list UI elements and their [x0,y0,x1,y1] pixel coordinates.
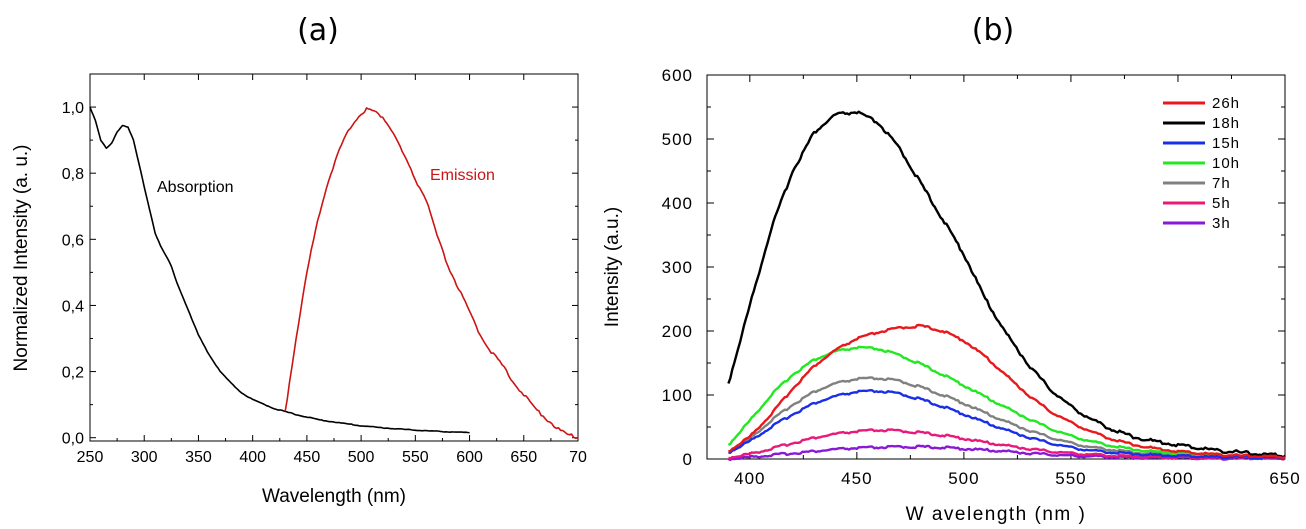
y-tick-label-b: 400 [662,194,693,213]
x-tick-label-a: 450 [294,449,321,466]
y-tick-label-b: 0 [683,450,693,469]
y-tick-label-b: 500 [662,130,693,149]
y-axis-title-a: Normalized Intensity (a. u.) [11,144,32,371]
x-tick-label-b: 450 [841,469,872,488]
panel-a: (a) 250 300 350 400 450 500 550 600 650 70 0,0 0,2… [11,13,587,507]
series-line-absorption [89,106,470,434]
series-line-5h [727,428,1286,461]
series-line-26h [728,323,1286,460]
legend-b: 26h 18h 15h 10h 7h 5h 3h [1163,95,1240,232]
series-line-10h [727,345,1286,460]
series-line-15h [728,389,1286,460]
legend-label-3h: 3h [1212,215,1231,232]
y-tick-label-a: 0,2 [62,365,84,382]
series-line-emission [284,107,579,440]
y-axis-a: 0,0 0,2 0,4 0,6 0,8 1,0 [62,73,578,448]
y-tick-label-a: 1,0 [62,100,84,117]
plot-area-a [89,73,579,442]
y-axis-b: 0 100 200 300 400 500 600 [662,66,1285,469]
series-line-18h [727,110,1286,459]
legend-label-15h: 15h [1212,135,1240,152]
x-tick-label-b: 500 [948,469,979,488]
panel-a-label: (a) [297,13,339,48]
x-tick-label-a: 250 [77,449,104,466]
x-tick-label-a: 70 [569,449,587,466]
series-lines-a [89,106,579,440]
y-tick-label-a: 0,4 [62,298,84,315]
panel-b: (b) 400 450 500 550 600 650 0 100 200 300 400 500 6… [602,13,1300,525]
y-tick-label-a: 0,8 [62,166,84,183]
legend-label-7h: 7h [1212,175,1231,192]
x-tick-label-a: 300 [131,449,158,466]
y-tick-label-a: 0,6 [62,232,84,249]
x-axis-a: 250 300 350 400 450 500 550 600 650 70 [77,74,587,466]
legend-label-18h: 18h [1212,115,1240,132]
x-tick-label-a: 350 [185,449,212,466]
x-tick-label-a: 550 [402,449,429,466]
panel-b-label: (b) [972,13,1014,48]
x-axis-title-a: Wavelength (nm) [262,486,406,507]
legend-label-26h: 26h [1212,95,1240,112]
y-tick-label-a: 0,0 [62,431,84,448]
x-axis-title-b: W avelength (nm ) [906,504,1087,525]
x-tick-label-a: 600 [456,449,483,466]
y-tick-label-b: 200 [662,322,693,341]
y-tick-label-b: 100 [662,386,693,405]
emission-annotation: Emission [430,167,495,184]
x-tick-label-b: 650 [1269,469,1300,488]
x-tick-label-a: 650 [510,449,537,466]
y-axis-title-b: Intensity (a.u.) [602,207,623,327]
legend-label-10h: 10h [1212,155,1240,172]
x-tick-label-b: 400 [734,469,765,488]
plot-area-b [706,74,1286,460]
absorption-annotation: Absorption [157,179,234,196]
y-tick-label-b: 600 [662,66,693,85]
legend-label-5h: 5h [1212,195,1231,212]
x-tick-label-b: 550 [1055,469,1086,488]
x-axis-b: 400 450 500 550 600 650 [734,75,1300,488]
series-lines-b [727,110,1286,462]
x-tick-label-a: 500 [348,449,375,466]
y-tick-label-b: 300 [662,258,693,277]
x-tick-label-b: 600 [1162,469,1193,488]
x-tick-label-a: 400 [239,449,266,466]
